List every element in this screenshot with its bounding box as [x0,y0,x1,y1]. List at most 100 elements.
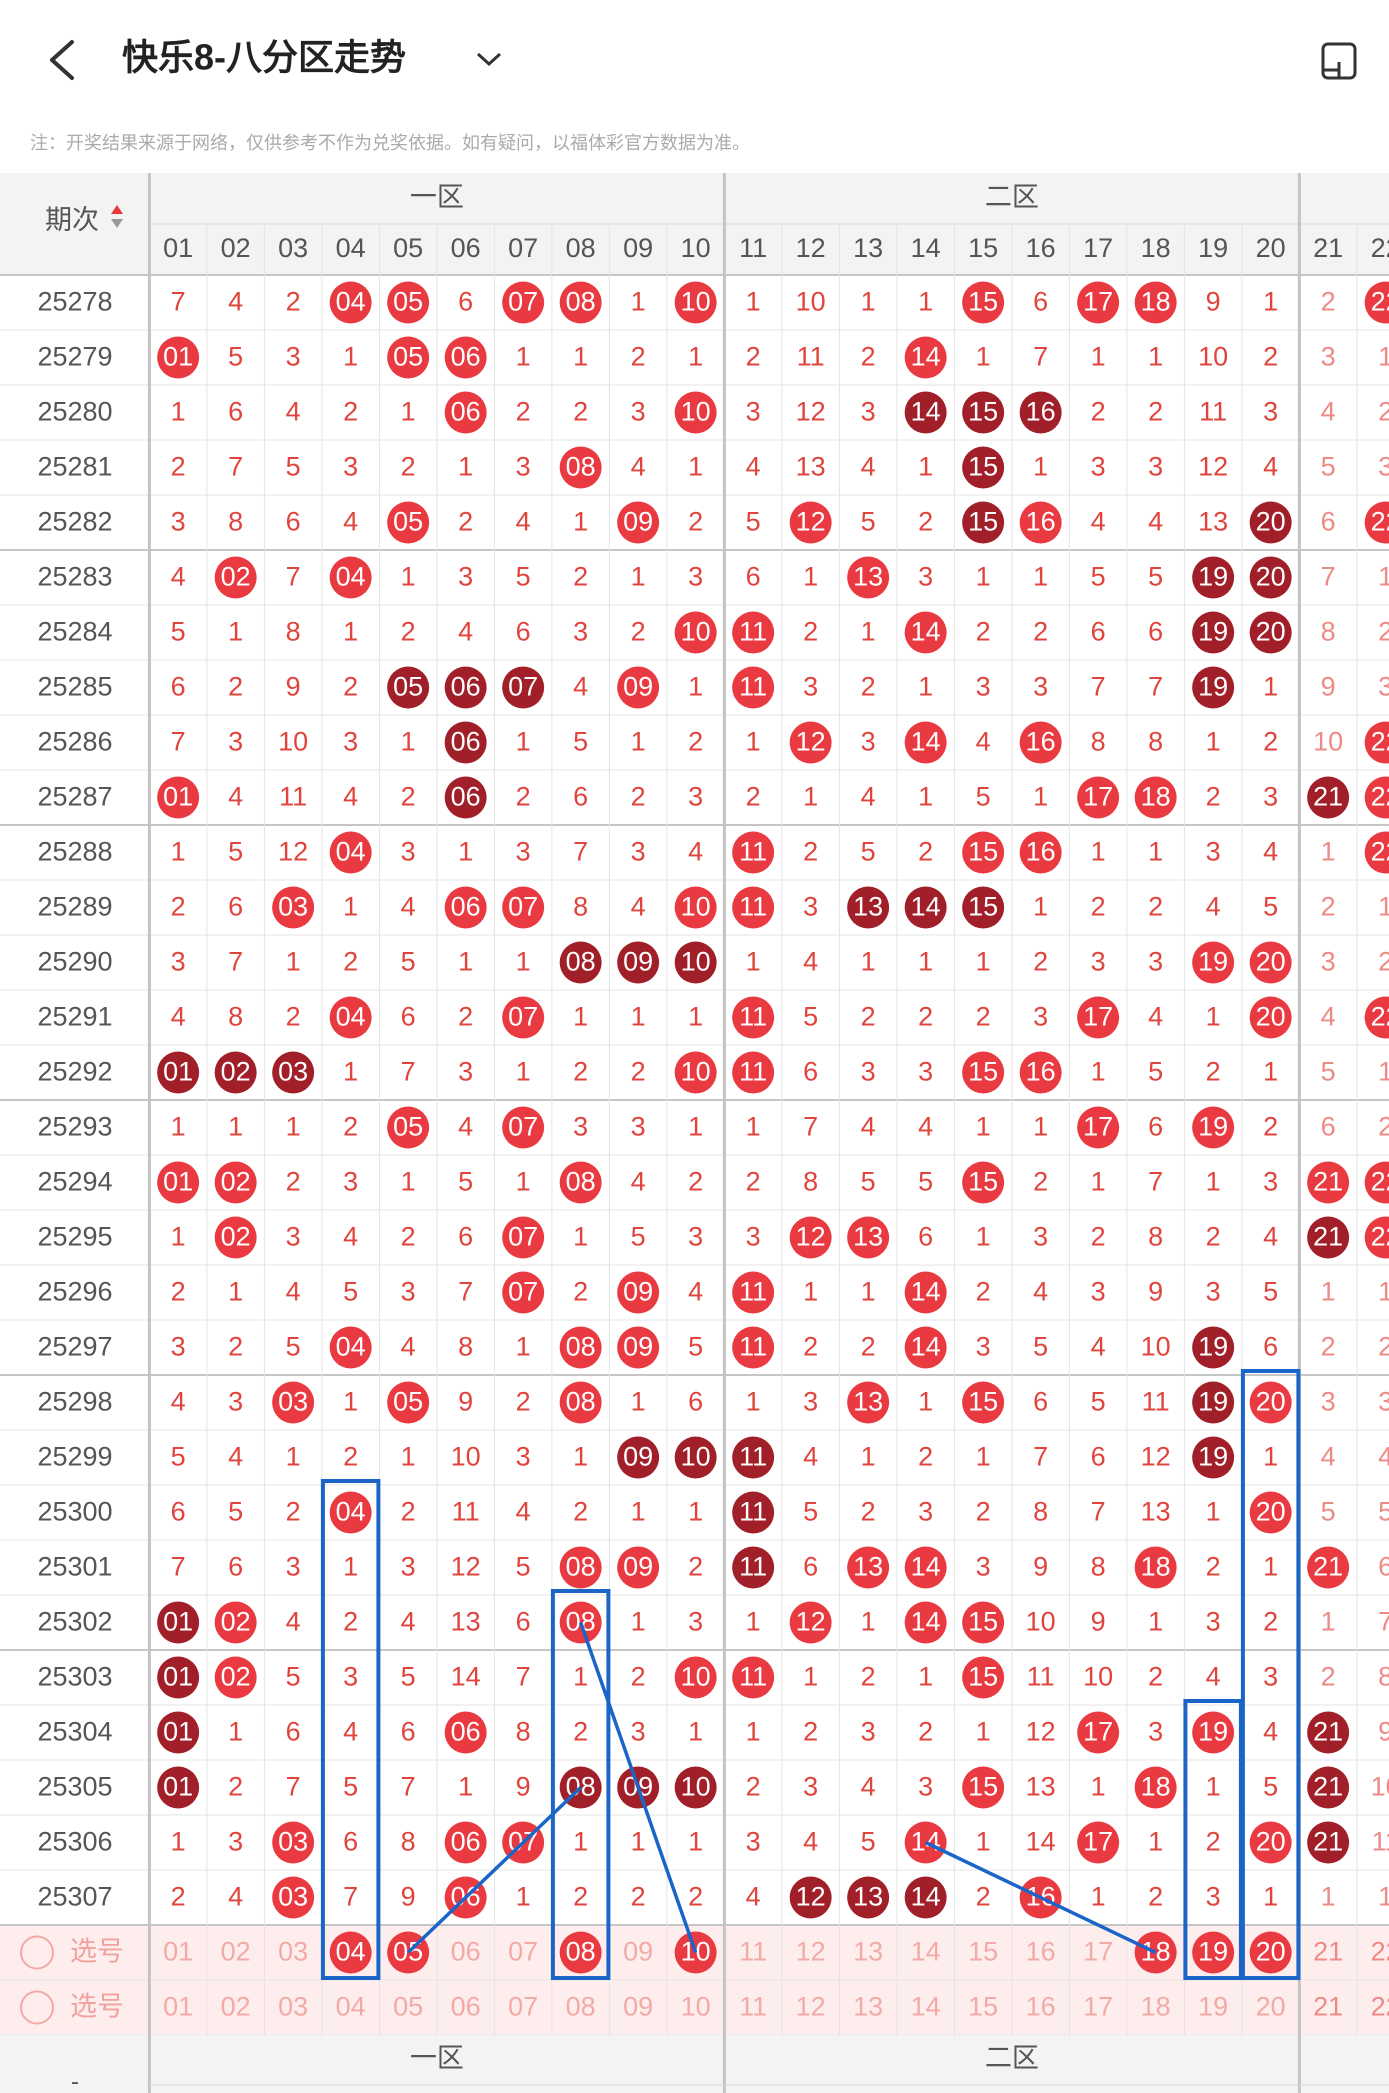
select-radio[interactable] [20,1935,54,1970]
miss-count: 1 [918,947,933,977]
ball-number: 08 [566,947,596,977]
miss-count: 3 [1148,452,1163,482]
miss-count: 4 [458,1112,473,1142]
ball-number: 09 [623,1552,653,1582]
miss-count: 2 [286,1002,301,1032]
ball [617,666,660,709]
miss-count: 15 [968,1937,998,1967]
miss-count: 2 [803,617,818,647]
ball [1249,1931,1292,1974]
ball-number: 01 [163,1607,193,1637]
miss-count: 1 [228,1112,243,1142]
ball-number: 14 [911,397,941,427]
back-button[interactable] [50,40,74,80]
ball-number: 15 [968,837,998,867]
ball-number: 04 [336,1937,366,1967]
miss-count: 1 [746,1607,761,1637]
miss-count: 4 [401,1607,416,1637]
ball [444,1821,487,1864]
ball [962,1656,1005,1699]
ball [732,1271,775,1314]
ball-number: 05 [393,507,423,537]
ball [444,721,487,764]
miss-count: 2 [1033,947,1048,977]
ball [732,666,775,709]
miss-count: 5 [171,617,186,647]
ball-number: 04 [336,1332,366,1362]
ball [962,886,1005,929]
miss-count: 4 [1148,1002,1163,1032]
miss-count: 1 [803,562,818,592]
miss-count: 16 [1026,1992,1056,2022]
footer-bg [0,2036,1389,2093]
ball [1192,1711,1235,1754]
title-dropdown[interactable] [476,52,502,67]
layout-icon[interactable] [1321,42,1357,80]
ball [789,1601,832,1644]
miss-count: 7 [286,562,301,592]
ball-number: 10 [681,1057,711,1087]
ball-number: 19 [1198,1442,1228,1472]
miss-count: 1 [171,1827,186,1857]
miss-count: 9 [401,1882,416,1912]
issue-number: 25296 [37,1277,112,1307]
ball-number: 17 [1083,1112,1113,1142]
miss-count: 1 [976,947,991,977]
miss-count: 2 [171,452,186,482]
miss-count: 4 [171,562,186,592]
miss-count: 4 [343,1717,358,1747]
ball [1249,1821,1292,1864]
select-radio[interactable] [20,1990,54,2025]
ball-number: 09 [623,507,653,537]
ball [617,1326,660,1369]
ball-number: 04 [336,1497,366,1527]
ball-number: 13 [853,1222,883,1252]
miss-count: 1 [631,1387,646,1417]
miss-count: 4 [918,1112,933,1142]
miss-count: 5 [401,947,416,977]
miss-count: 4 [631,1167,646,1197]
miss-count: 6 [516,1607,531,1637]
ball [1192,1106,1235,1149]
ball-number: 11 [739,1552,767,1582]
miss-count: 1 [918,1662,933,1692]
ball [617,1546,660,1589]
miss-count: 1 [1263,1552,1278,1582]
ball [559,1161,602,1204]
miss-count: 1 [861,287,876,317]
miss-count: 01 [163,1992,193,2022]
miss-count: 2 [1263,1607,1278,1637]
ball-number: 06 [451,342,481,372]
miss-count: 13 [1141,1497,1171,1527]
miss-count: 18 [1141,1992,1171,2022]
miss-count: 5 [573,727,588,757]
miss-count: 2 [401,1222,416,1252]
miss-count: 10 [1371,1772,1389,1802]
miss-count: 1 [976,1827,991,1857]
miss-count: 1 [343,1387,358,1417]
column-label: 10 [681,233,711,263]
miss-count: 1 [343,342,358,372]
ball-number: 02 [221,562,251,592]
issue-number: 25281 [37,452,112,482]
miss-count: 19 [1198,1992,1228,2022]
ball-number: 09 [623,1332,653,1362]
miss-count: 3 [1091,452,1106,482]
ball-number: 19 [1198,617,1228,647]
miss-count: 4 [746,1882,761,1912]
miss-count: 4 [1378,1442,1389,1472]
miss-count: 1 [1206,1167,1221,1197]
issue-number: 25302 [37,1607,112,1637]
miss-count: 4 [343,782,358,812]
miss-count: 1 [401,562,416,592]
miss-count: 7 [171,727,186,757]
ball-number: 11 [739,1332,767,1362]
miss-count: 3 [343,727,358,757]
miss-count: 1 [631,1002,646,1032]
ball-number: 06 [451,672,481,702]
page-title[interactable]: 快乐8-八分区走势 [122,37,406,78]
ball-number: 05 [393,342,423,372]
ball-number: 01 [163,342,193,372]
ball-number: 06 [451,727,481,757]
miss-count: 3 [803,672,818,702]
